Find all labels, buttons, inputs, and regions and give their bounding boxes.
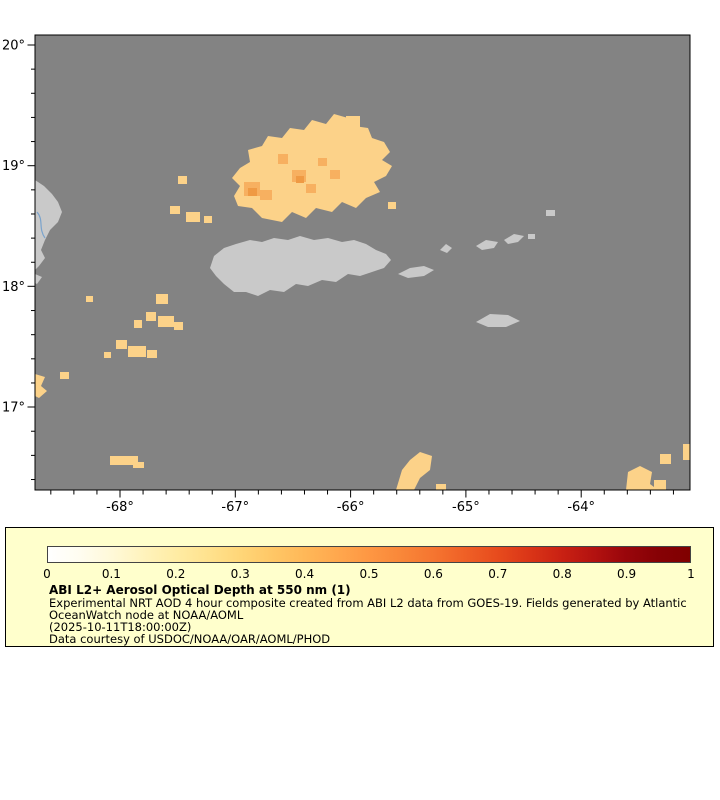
x-tick-label: -65° xyxy=(452,500,480,515)
puerto-rico-landmass xyxy=(210,236,391,296)
legend-timestamp: (2025-10-11T18:00:00Z) xyxy=(49,620,192,634)
y-tick-label: 17° xyxy=(2,401,25,416)
vieques-island xyxy=(398,266,434,278)
y-tick-label: 19° xyxy=(2,159,25,174)
aod-deep-speck xyxy=(296,176,304,183)
culebra-island xyxy=(440,244,452,253)
colorbar-tick-label: 0.3 xyxy=(230,567,250,581)
aod-speck xyxy=(156,294,168,304)
y-tick-label: 20° xyxy=(2,39,25,54)
y-tick-label: 18° xyxy=(2,280,25,295)
colorbar-tick-label: 0.2 xyxy=(166,567,186,581)
aod-speck xyxy=(116,340,127,349)
legend-text-block: ABI L2+ Aerosol Optical Depth at 550 nm … xyxy=(49,583,705,646)
aod-speck xyxy=(133,462,144,468)
aod-speck xyxy=(147,350,157,358)
aod-mid-speck xyxy=(330,170,340,179)
hispaniola-islet xyxy=(35,274,42,284)
aod-speck xyxy=(204,216,212,223)
colorbar-ticks: 0 0.1 0.2 0.3 0.4 0.5 0.6 0.7 0.8 0.9 1 xyxy=(43,567,695,583)
aod-speck xyxy=(178,176,187,184)
aod-speck xyxy=(660,454,671,464)
aod-speck xyxy=(436,484,446,490)
aod-plume-deep xyxy=(248,176,304,196)
x-tick-label: -66° xyxy=(337,500,365,515)
aod-speck xyxy=(174,322,183,330)
legend-panel: 0 0.1 0.2 0.3 0.4 0.5 0.6 0.7 0.8 0.9 1 ABI L2+ Ae… xyxy=(5,527,714,647)
aod-map: -68° -67° -66° -65° -64° 20° 19° 18° 17° xyxy=(2,34,691,515)
colorbar-tick-label: 0.4 xyxy=(295,567,315,581)
aod-mid-speck xyxy=(260,190,272,200)
virgin-gorda-island xyxy=(528,234,535,239)
st-croix-island xyxy=(476,314,520,327)
legend-courtesy: Data courtesy of USDOC/NOAA/OAR/AOML/PHO… xyxy=(49,632,331,646)
colorbar-tick-label: 0 xyxy=(43,567,51,581)
aod-speck xyxy=(146,312,156,321)
landmasses xyxy=(35,180,555,327)
hispaniola-border-line xyxy=(36,211,46,239)
colorbar-tick-label: 1 xyxy=(687,567,695,581)
colorbar-tick-label: 0.5 xyxy=(359,567,379,581)
hispaniola-landmass xyxy=(35,180,62,270)
aod-bottom-right-blob xyxy=(626,466,658,490)
aod-mid-speck xyxy=(306,184,316,193)
aod-speck xyxy=(654,480,666,490)
colorbar-tick-label: 0.8 xyxy=(552,567,572,581)
aod-speck xyxy=(128,346,146,357)
tortola-island xyxy=(504,234,524,244)
legend-desc-line1: Experimental NRT AOD 4 hour composite cr… xyxy=(49,596,687,610)
x-tick-label: -68° xyxy=(106,500,134,515)
aod-right-edge-sliver xyxy=(683,444,690,460)
aod-speck xyxy=(346,116,360,128)
anegada-island xyxy=(546,210,555,216)
x-tick-label: -64° xyxy=(567,500,595,515)
st-thomas-island xyxy=(476,240,498,250)
aod-bottom-strip xyxy=(110,456,138,465)
x-tick-label: -67° xyxy=(221,500,249,515)
colorbar-tick-label: 0.1 xyxy=(101,567,121,581)
aod-speck xyxy=(186,212,200,222)
aod-mid-speck xyxy=(318,158,327,166)
aod-speck xyxy=(134,320,142,328)
legend-desc-line2: OceanWatch node at NOAA/AOML xyxy=(49,608,244,622)
aod-speck xyxy=(86,296,93,302)
colorbar-gradient xyxy=(47,546,691,563)
aod-deep-speck xyxy=(248,188,257,196)
aod-bottom-center-blob xyxy=(396,452,432,490)
legend-title: ABI L2+ Aerosol Optical Depth at 550 nm … xyxy=(49,583,351,597)
map-axes: -68° -67° -66° -65° -64° 20° 19° 18° 17° xyxy=(2,39,674,515)
aod-speck xyxy=(104,352,111,358)
aod-left-edge-patch xyxy=(35,374,47,398)
aod-speck xyxy=(388,202,396,209)
aod-speck xyxy=(170,206,180,214)
colorbar-tick-label: 0.9 xyxy=(617,567,637,581)
colorbar-tick-label: 0.7 xyxy=(488,567,508,581)
aod-mid-speck xyxy=(278,154,288,164)
colorbar-tick-label: 0.6 xyxy=(423,567,443,581)
aod-speck xyxy=(60,372,69,379)
aod-speck xyxy=(158,316,174,327)
